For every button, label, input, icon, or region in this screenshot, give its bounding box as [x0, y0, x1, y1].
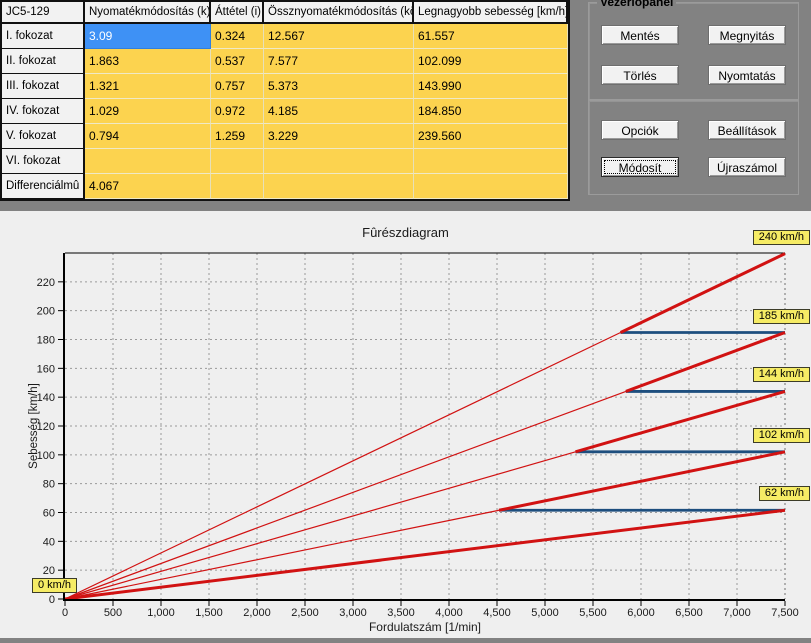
table-cell[interactable]: 102.099 [414, 49, 568, 74]
svg-text:7,000: 7,000 [723, 607, 751, 619]
table-cell[interactable]: 1.259 [211, 124, 264, 149]
svg-text:0: 0 [49, 594, 55, 606]
svg-text:180: 180 [37, 335, 55, 347]
svg-text:500: 500 [104, 607, 122, 619]
table-cell[interactable] [211, 174, 264, 199]
speed-callout-label: 185 km/h [752, 308, 810, 324]
svg-text:5,500: 5,500 [579, 607, 607, 619]
svg-text:2,500: 2,500 [291, 607, 319, 619]
svg-text:6,000: 6,000 [627, 607, 655, 619]
svg-text:140: 140 [37, 392, 55, 404]
chart-title: Fûrészdiagram [362, 225, 449, 240]
modosit-button[interactable]: Módosít [601, 157, 679, 177]
row-header: III. fokozat [2, 74, 85, 99]
speed-callout-label: 0 km/h [32, 578, 78, 593]
x-axis-label: Fordulatszám [1/min] [368, 620, 482, 634]
table-cell[interactable]: 1.029 [85, 99, 211, 124]
control-panel-title: Vezérlõpanel [597, 0, 677, 9]
svg-text:1,000: 1,000 [147, 607, 175, 619]
svg-text:20: 20 [43, 565, 55, 577]
svg-text:60: 60 [43, 508, 55, 520]
ujraszamol-button[interactable]: Újraszámol [708, 157, 786, 177]
table-cell[interactable] [414, 174, 568, 199]
table-cell[interactable]: 239.560 [414, 124, 568, 149]
table-cell[interactable]: 0.757 [211, 74, 264, 99]
table-cell[interactable] [264, 174, 414, 199]
table-cell[interactable]: 143.990 [414, 74, 568, 99]
row-header: IV. fokozat [2, 99, 85, 124]
control-panel-groupbox: Vezérlõpanel Mentés Megnyitás Törlés Nyomta… [588, 0, 799, 100]
selected-cell[interactable]: 3.09 [85, 24, 211, 49]
svg-text:40: 40 [43, 536, 55, 548]
nyomtatas-button[interactable]: Nyomtatás [708, 65, 786, 85]
table-cell[interactable]: 0.794 [85, 124, 211, 149]
table-cell[interactable]: 0.324 [211, 24, 264, 49]
mentes-button[interactable]: Mentés [601, 25, 679, 45]
table-cell[interactable]: 61.557 [414, 24, 568, 49]
svg-text:3,500: 3,500 [387, 607, 415, 619]
svg-text:200: 200 [37, 306, 55, 318]
row-header: V. fokozat [2, 124, 85, 149]
table-cell[interactable]: 1.321 [85, 74, 211, 99]
opciok-button[interactable]: Opciók [601, 120, 679, 140]
table-cell[interactable]: 0.972 [211, 99, 264, 124]
speed-callout-label: 144 km/h [752, 367, 810, 383]
table-cell[interactable] [264, 149, 414, 174]
svg-text:100: 100 [37, 450, 55, 462]
svg-text:4,000: 4,000 [435, 607, 463, 619]
table-cell[interactable] [85, 149, 211, 174]
saw-diagram-plot: 0 500 1,000 1,500 2,000 2,500 3,000 3,500 4,000 4… [37, 252, 799, 619]
svg-text:120: 120 [37, 421, 55, 433]
table-cell[interactable]: 4.185 [264, 99, 414, 124]
svg-text:3,000: 3,000 [339, 607, 367, 619]
table-cell[interactable]: 1.863 [85, 49, 211, 74]
speed-callout-label: 62 km/h [758, 486, 810, 502]
secondary-groupbox: Opciók Beállítások Módosít Újraszámol [588, 100, 799, 195]
torles-button[interactable]: Törlés [601, 65, 679, 85]
svg-text:5,000: 5,000 [531, 607, 559, 619]
svg-text:160: 160 [37, 363, 55, 375]
column-header: Nyomatékmódosítás (k) [85, 2, 211, 24]
table-cell[interactable]: 184.850 [414, 99, 568, 124]
row-header: VI. fokozat [2, 149, 85, 174]
table-cell[interactable] [414, 149, 568, 174]
svg-text:7,500: 7,500 [771, 607, 799, 619]
table-cell[interactable] [211, 149, 264, 174]
beallitasok-button[interactable]: Beállítások [708, 120, 786, 140]
table-cell[interactable]: 3.229 [264, 124, 414, 149]
y-axis-label: Sebesség [km/h] [28, 383, 40, 469]
table-cell[interactable]: 5.373 [264, 74, 414, 99]
column-header: Össznyomatékmódosítás (kö) [264, 2, 414, 24]
svg-text:0: 0 [62, 607, 68, 619]
svg-text:6,500: 6,500 [675, 607, 703, 619]
table-cell[interactable]: 0.537 [211, 49, 264, 74]
row-header: I. fokozat [2, 24, 85, 49]
column-header: Legnagyobb sebesség [km/h] [414, 2, 568, 24]
table-cell[interactable]: 4.067 [85, 174, 211, 199]
row-header: II. fokozat [2, 49, 85, 74]
column-header: Áttétel (i) [211, 2, 264, 24]
svg-text:80: 80 [43, 479, 55, 491]
speed-callout-label: 102 km/h [752, 427, 810, 443]
speed-callout-label: 240 km/h [752, 229, 810, 245]
svg-text:2,000: 2,000 [243, 607, 271, 619]
row-header: Differenciálmû [2, 174, 85, 199]
table-cell[interactable]: 12.567 [264, 24, 414, 49]
table-cell[interactable]: 7.577 [264, 49, 414, 74]
svg-text:4,500: 4,500 [483, 607, 511, 619]
svg-text:1,500: 1,500 [195, 607, 223, 619]
megnyitas-button[interactable]: Megnyitás [708, 25, 786, 45]
saw-diagram-panel: Fûrészdiagram Sebesség [km/h] Fordulatsz… [0, 211, 811, 638]
gear-ratio-table: JC5-129 Nyomatékmódosítás (k) Áttétel (i) Ö… [0, 0, 570, 201]
table-corner-header: JC5-129 [2, 2, 85, 24]
svg-text:220: 220 [37, 277, 55, 289]
